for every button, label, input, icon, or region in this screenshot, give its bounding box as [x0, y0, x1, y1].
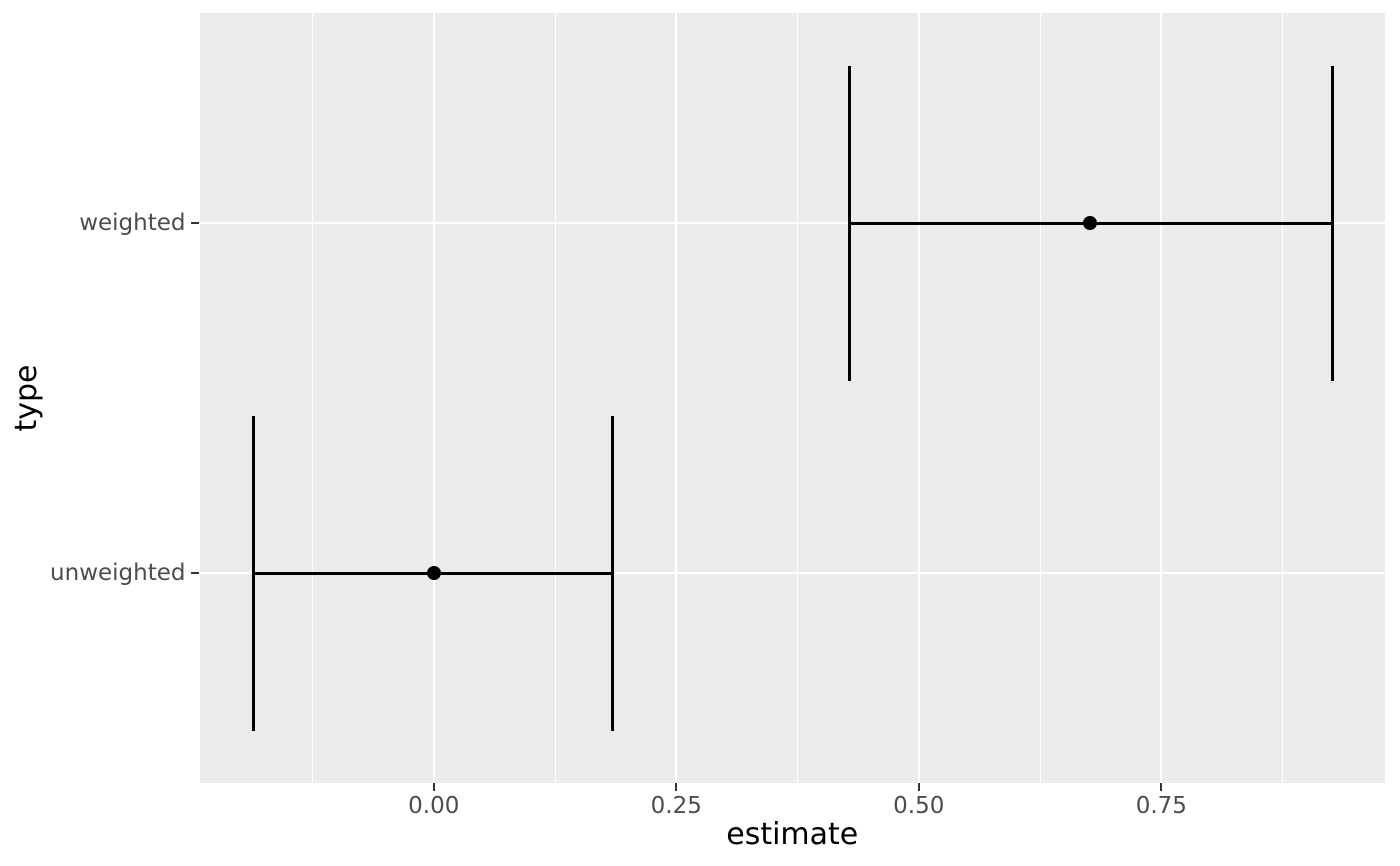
minor-gridline — [1282, 13, 1284, 783]
minor-gridline — [1039, 13, 1041, 783]
y-tick-label: weighted — [79, 210, 186, 236]
errorbar-high-whisker — [1330, 65, 1334, 381]
x-tick-mark — [675, 783, 678, 791]
major-gridline — [1160, 13, 1163, 783]
x-tick-label: 0.50 — [893, 793, 945, 819]
minor-gridline — [312, 13, 313, 783]
y-tick-label: unweighted — [50, 560, 186, 586]
x-tick-mark — [917, 783, 920, 791]
y-tick-mark — [191, 222, 199, 224]
major-gridline — [917, 13, 920, 783]
major-gridline — [675, 13, 678, 783]
point-estimate — [426, 566, 441, 580]
x-tick-label: 0.75 — [1135, 793, 1187, 819]
errorbar-high-whisker — [610, 415, 614, 731]
x-tick-label: 0.00 — [408, 793, 460, 819]
x-tick-label: 0.25 — [650, 793, 702, 819]
minor-gridline — [554, 13, 556, 783]
y-tick-mark — [191, 572, 199, 574]
point-estimate — [1083, 216, 1098, 230]
x-tick-mark — [1160, 783, 1163, 791]
row-gridline — [199, 572, 1385, 574]
row-gridline — [199, 222, 1385, 224]
major-gridline — [432, 13, 435, 783]
x-tick-mark — [432, 783, 435, 791]
plot-panel — [199, 13, 1385, 783]
x-axis-title: estimate — [726, 817, 859, 852]
minor-gridline — [797, 13, 799, 783]
y-axis-title: type — [9, 364, 44, 432]
